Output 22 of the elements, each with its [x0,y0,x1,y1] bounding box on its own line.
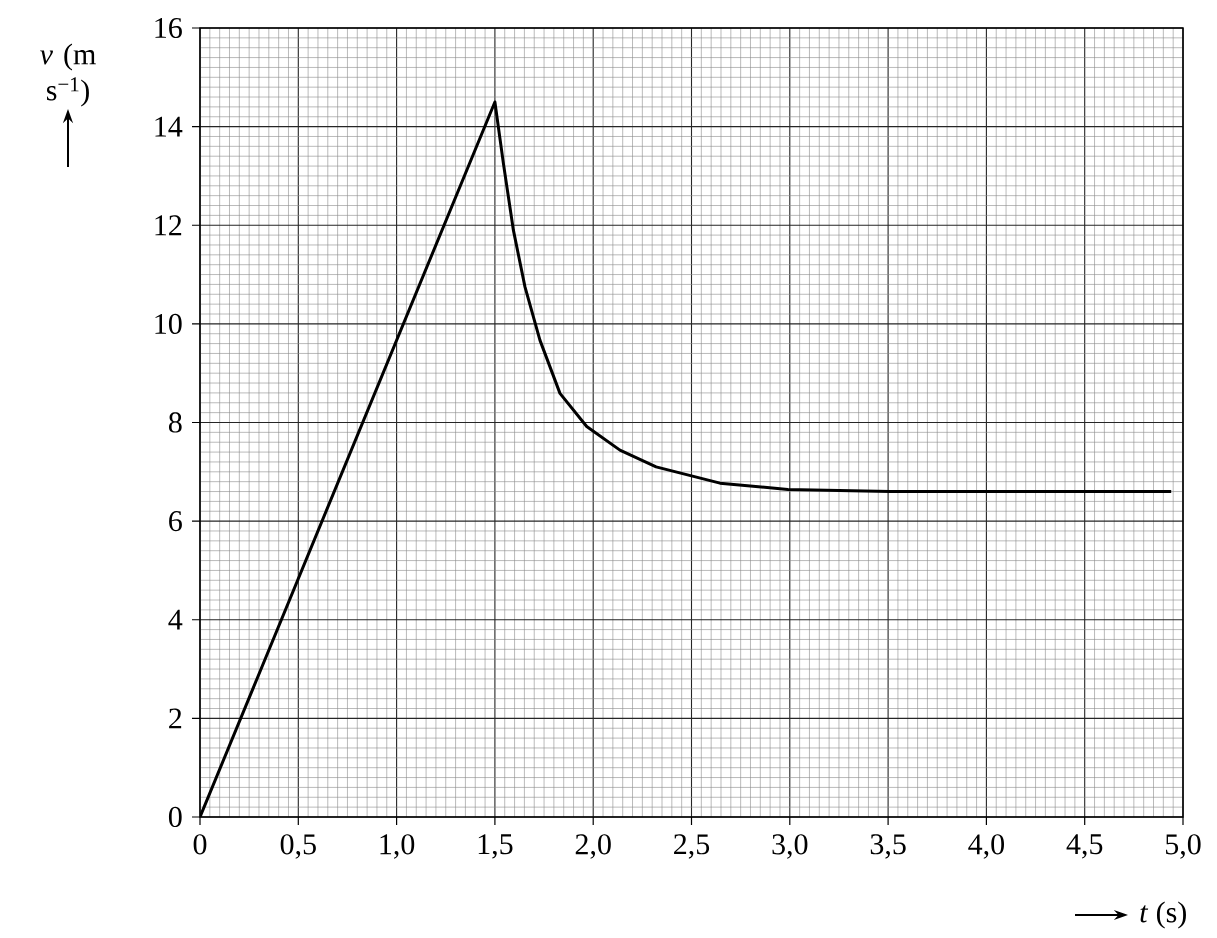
y-tick-label: 2 [169,708,182,729]
x-tick-label: 0,5 [280,834,316,859]
y-tick-label: 12 [155,215,182,236]
x-tick-label: 2,0 [575,834,611,859]
x-tick-label: 3,0 [772,834,808,859]
y-tick-label: 16 [155,18,182,39]
y-axis-title: v (m s$^{−1}$) [40,43,96,107]
y-tick-label: 10 [155,313,182,335]
x-axis-title: t (s) [1140,901,1186,929]
y-tick-label: 6 [169,511,182,532]
y-tick-label: 14 [155,116,183,137]
x-tick-label: 4,5 [1066,834,1103,859]
y-tick-label: 0 [168,807,182,828]
x-tick-label: 3,5 [870,834,906,859]
y-tick-label: 4 [168,610,183,630]
x-tick-label: 1,5 [478,834,513,859]
x-tick-label: 0 [193,834,207,855]
y-tick-label: 8 [168,412,182,433]
x-tick-label: 2,5 [674,834,710,859]
x-tick-label: 4,0 [968,834,1005,859]
x-tick-label: 5,0 [1166,834,1201,859]
x-tick-label: 1,0 [380,834,415,859]
